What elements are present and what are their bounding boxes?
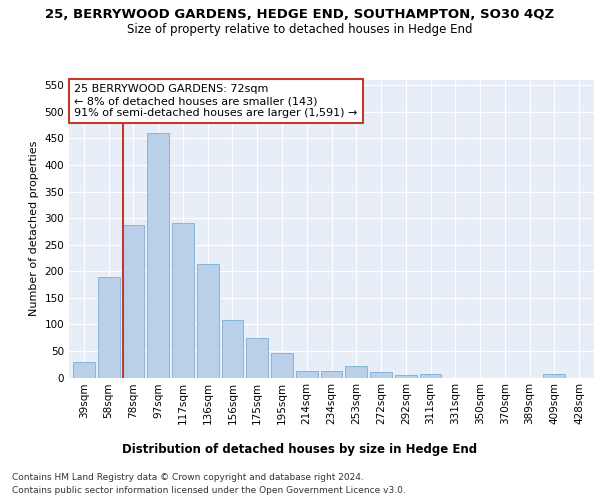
Bar — [544, 374, 565, 378]
Text: Distribution of detached houses by size in Hedge End: Distribution of detached houses by size … — [122, 442, 478, 456]
Bar — [73, 362, 95, 378]
Text: 25, BERRYWOOD GARDENS, HEDGE END, SOUTHAMPTON, SO30 4QZ: 25, BERRYWOOD GARDENS, HEDGE END, SOUTHA… — [46, 8, 554, 20]
Bar — [221, 320, 244, 378]
Bar — [320, 371, 343, 378]
Bar — [147, 133, 169, 378]
Bar — [346, 366, 367, 378]
Text: Contains HM Land Registry data © Crown copyright and database right 2024.: Contains HM Land Registry data © Crown c… — [12, 472, 364, 482]
Bar — [395, 375, 416, 378]
Y-axis label: Number of detached properties: Number of detached properties — [29, 141, 39, 316]
Bar — [122, 225, 144, 378]
Bar — [271, 353, 293, 378]
Bar — [419, 374, 442, 378]
Bar — [197, 264, 218, 378]
Bar — [247, 338, 268, 378]
Bar — [370, 372, 392, 378]
Bar — [98, 276, 119, 378]
Text: 25 BERRYWOOD GARDENS: 72sqm
← 8% of detached houses are smaller (143)
91% of sem: 25 BERRYWOOD GARDENS: 72sqm ← 8% of deta… — [74, 84, 358, 117]
Text: Contains public sector information licensed under the Open Government Licence v3: Contains public sector information licen… — [12, 486, 406, 495]
Bar — [172, 224, 194, 378]
Text: Size of property relative to detached houses in Hedge End: Size of property relative to detached ho… — [127, 22, 473, 36]
Bar — [296, 370, 317, 378]
